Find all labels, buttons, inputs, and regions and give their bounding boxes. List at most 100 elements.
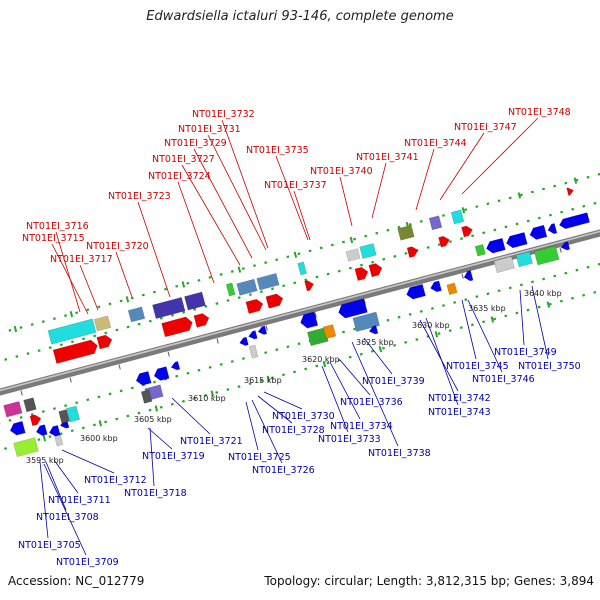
gene-grey-box — [493, 256, 515, 273]
track-tick — [434, 331, 439, 338]
gene-forward-shape — [406, 246, 419, 258]
reverse-gene-label: NT01EI_3725 — [228, 452, 291, 463]
gene-grey-box-shape — [493, 256, 515, 273]
reverse-gene-label: NT01EI_3711 — [48, 495, 111, 506]
gene-purple-box-shape — [184, 291, 206, 311]
reverse-leader — [461, 299, 477, 360]
gene-green-box-shape — [533, 245, 560, 266]
gene-forward-shape — [245, 298, 264, 314]
gene-cyan-small-shape — [66, 405, 81, 423]
forward-gene-label: NT01EI_3724 — [148, 171, 211, 182]
gene-reverse-shape — [170, 361, 181, 371]
scale-tick — [265, 325, 268, 331]
gene-reverse-shape — [430, 280, 442, 293]
gene-reverse-shape — [135, 371, 152, 386]
accession-text: Accession: NC_012779 — [8, 574, 145, 588]
scale-tick — [118, 364, 121, 370]
track-tick — [293, 251, 298, 258]
gene-forward-shape — [265, 293, 284, 309]
forward-gene-label: NT01EI_3723 — [108, 191, 171, 202]
gene-reverse — [406, 283, 426, 300]
gene-forward — [438, 235, 450, 248]
backbone-highlight — [0, 230, 600, 392]
forward-leader — [55, 231, 81, 313]
gene-forward-shape — [29, 414, 42, 427]
gene-reverse-shape — [239, 336, 249, 346]
scale-tick — [461, 273, 464, 279]
reverse-gene-label: NT01EI_3746 — [472, 374, 535, 385]
reverse-leader — [53, 459, 79, 494]
forward-leader — [439, 132, 485, 201]
scale-label: 3615 kbp — [244, 376, 282, 385]
topology-text: Topology: circular; Length: 3,812,315 bp… — [264, 574, 594, 588]
gene-forward — [96, 334, 113, 350]
gene-magenta-box — [3, 401, 23, 418]
gene-reverse-shape — [257, 325, 268, 335]
gene-blue-box — [127, 306, 146, 323]
gene-reverse — [529, 224, 548, 240]
scale-label: 3625 kbp — [356, 338, 394, 347]
gene-reverse-shape — [153, 366, 170, 381]
gene-green-small-shape — [474, 244, 486, 257]
gene-forward-shape — [368, 263, 383, 278]
track-tick — [69, 310, 74, 318]
track-tick — [42, 435, 47, 442]
gene-darkgrey-box — [58, 409, 70, 424]
forward-leader — [371, 162, 387, 219]
gene-tan-box-shape — [93, 315, 112, 332]
gene-cyan-box-shape — [47, 318, 97, 345]
gene-reverse — [560, 241, 571, 251]
gene-reverse — [153, 366, 170, 381]
gene-darkgrey-box — [140, 389, 153, 404]
forward-gene-label: NT01EI_3748 — [508, 107, 571, 118]
reverse-leader — [257, 395, 293, 424]
gene-reverse-shape — [529, 224, 548, 240]
gene-cyan-small-shape — [297, 261, 307, 276]
gene-olive-box-shape — [397, 224, 415, 241]
reverse-leader — [147, 427, 173, 450]
gene-forward-shape — [193, 313, 210, 328]
reverse-leader — [171, 397, 211, 435]
gene-purple-box — [184, 291, 206, 311]
reverse-leader — [339, 359, 371, 396]
gene-purple-box — [152, 297, 186, 319]
gene-orange-box-shape — [322, 324, 337, 339]
reverse-leader — [329, 361, 361, 420]
forward-gene-label: NT01EI_3740 — [310, 166, 373, 177]
gene-green-box-shape — [307, 327, 329, 347]
reverse-gene-label: NT01EI_3728 — [262, 425, 325, 436]
gene-darkgrey-box-shape — [58, 409, 70, 424]
forward-leader — [193, 148, 253, 259]
gene-reverse-shape — [368, 325, 379, 335]
reverse-gene-label: NT01EI_3705 — [18, 540, 81, 551]
gene-cyan-box — [47, 318, 97, 345]
backbone — [0, 229, 600, 396]
reverse-leader — [263, 391, 303, 410]
gene-reverse — [547, 223, 558, 235]
track-tick — [349, 236, 354, 244]
gene-orange-box — [322, 324, 337, 339]
gene-reverse-shape — [9, 420, 26, 436]
forward-leader — [461, 117, 539, 195]
gene-grey-small-shape — [248, 344, 259, 359]
reverse-gene-label: NT01EI_3738 — [368, 448, 431, 459]
reverse-leader — [39, 461, 49, 539]
gene-forward — [193, 313, 210, 328]
forward-leader — [115, 251, 133, 298]
scale-label: 3620 kbp — [302, 355, 340, 364]
reverse-leader — [531, 285, 549, 360]
reverse-leader — [321, 365, 349, 433]
reverse-leader — [419, 319, 459, 392]
scale-tick — [167, 351, 170, 357]
gene-forward — [304, 280, 314, 292]
gene-reverse-shape — [406, 283, 426, 300]
track-tick — [13, 325, 18, 333]
gene-reverse — [430, 280, 442, 293]
gene-forward — [368, 263, 383, 278]
track-tick — [181, 281, 186, 288]
gene-reverse-shape — [559, 212, 590, 229]
scale-tick — [69, 377, 72, 383]
gene-blue-box-shape — [256, 273, 280, 291]
track-tick — [125, 296, 130, 303]
